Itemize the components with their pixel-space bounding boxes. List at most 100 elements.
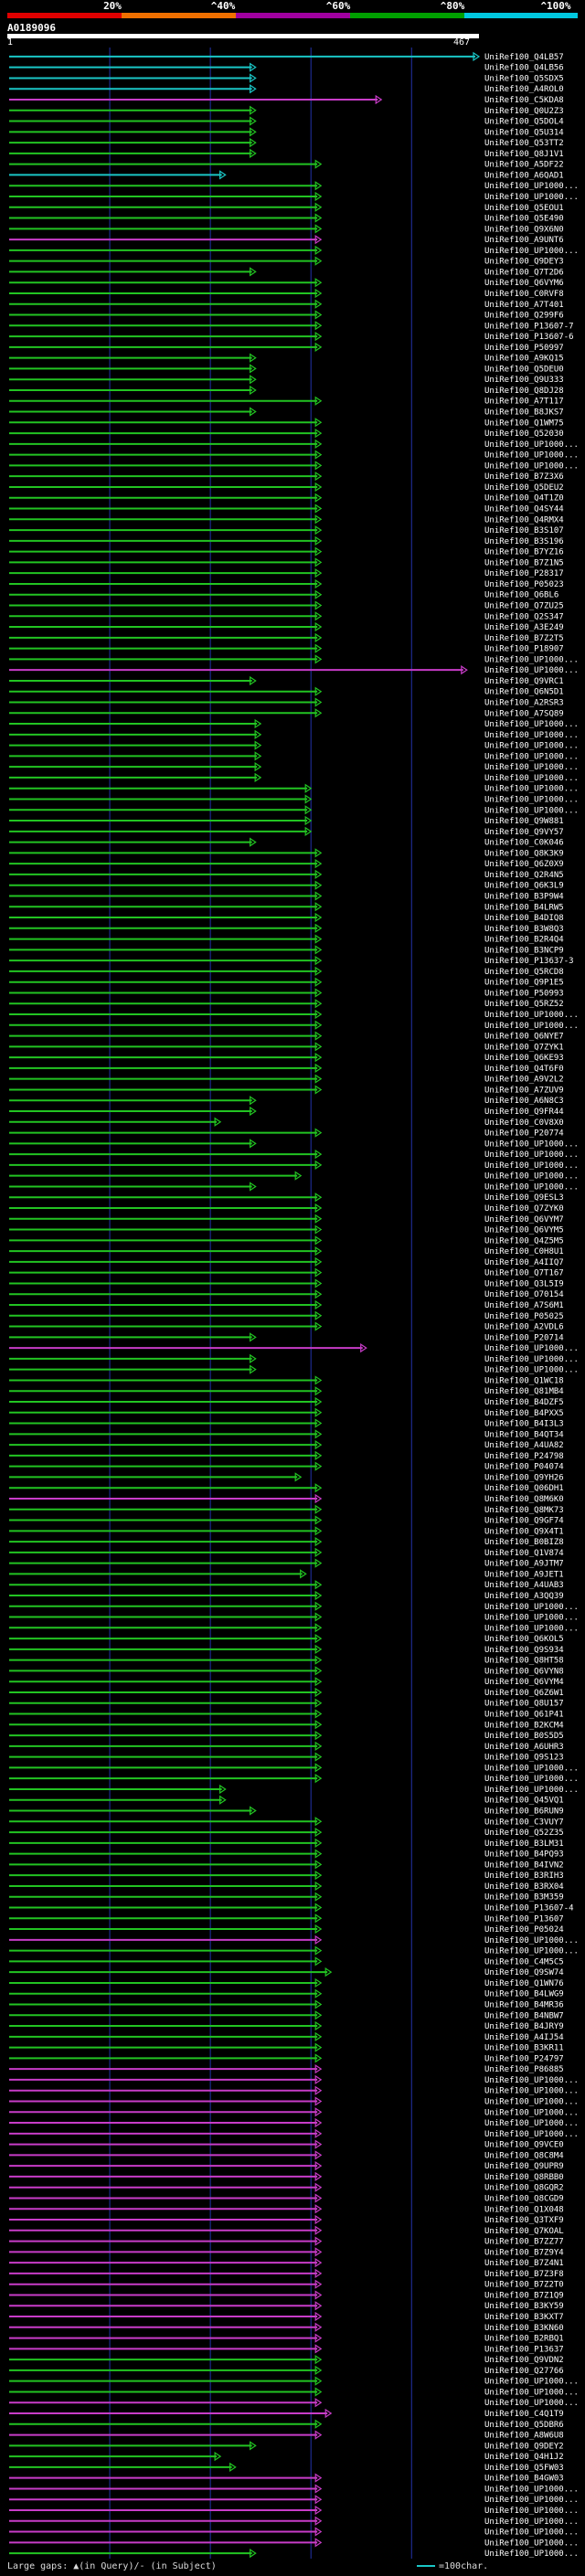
hit-label[interactable]: UniRef100_UP1000... xyxy=(484,1786,579,1795)
hit-label[interactable]: UniRef100_A7T117 xyxy=(484,398,564,407)
hit-row[interactable]: UniRef100_Q81MB4 xyxy=(9,1386,564,1396)
hit-label[interactable]: UniRef100_UP1000... xyxy=(484,1011,579,1020)
hit-label[interactable]: UniRef100_P24798 xyxy=(484,1452,564,1461)
hit-row[interactable]: UniRef100_B2R4Q4 xyxy=(9,934,564,945)
hit-row[interactable]: UniRef100_UP1000... xyxy=(9,2548,579,2559)
hit-label[interactable]: UniRef100_Q0U2Z3 xyxy=(484,107,564,116)
hit-label[interactable]: UniRef100_UP1000... xyxy=(484,2539,579,2548)
hit-row[interactable]: UniRef100_B2KCM4 xyxy=(9,1720,564,1730)
hit-label[interactable]: UniRef100_P04074 xyxy=(484,1463,564,1472)
hit-label[interactable]: UniRef100_UP1000... xyxy=(484,1603,579,1612)
hit-row[interactable]: UniRef100_Q8RBB0 xyxy=(9,2171,564,2182)
hit-label[interactable]: UniRef100_B2KCM4 xyxy=(484,1721,564,1730)
hit-row[interactable]: UniRef100_UP1000... xyxy=(9,2505,579,2516)
hit-row[interactable]: UniRef100_A4UA82 xyxy=(9,1439,564,1450)
hit-label[interactable]: UniRef100_UP1000... xyxy=(484,2076,579,2085)
hit-label[interactable]: UniRef100_Q9FR44 xyxy=(484,1108,564,1117)
hit-row[interactable]: UniRef100_Q6NYE7 xyxy=(9,1031,564,1042)
hit-label[interactable]: UniRef100_Q6VYM5 xyxy=(484,1226,564,1235)
hit-row[interactable]: UniRef100_B7Z4N1 xyxy=(9,2258,564,2268)
hit-label[interactable]: UniRef100_UP1000... xyxy=(484,774,579,783)
hit-label[interactable]: UniRef100_Q8C8M4 xyxy=(484,2151,564,2160)
hit-row[interactable]: UniRef100_B0S5D5 xyxy=(9,1730,564,1741)
hit-label[interactable]: UniRef100_UP1000... xyxy=(484,742,579,751)
hit-label[interactable]: UniRef100_UP1000... xyxy=(484,731,579,740)
hit-row[interactable]: UniRef100_Q6Z6W1 xyxy=(9,1687,564,1698)
hit-row[interactable]: UniRef100_UP1000... xyxy=(9,1935,579,1945)
hit-label[interactable]: UniRef100_Q9W881 xyxy=(484,817,564,826)
hit-label[interactable]: UniRef100_Q5SDX5 xyxy=(484,74,564,83)
hit-label[interactable]: UniRef100_C3VUY7 xyxy=(484,1818,564,1827)
hit-label[interactable]: UniRef100_UP1000... xyxy=(484,1150,579,1160)
hit-row[interactable]: UniRef100_UP1000... xyxy=(9,1139,579,1149)
hit-label[interactable]: UniRef100_Q1WM75 xyxy=(484,419,564,428)
hit-row[interactable]: UniRef100_Q8J1V1 xyxy=(9,148,564,159)
hit-row[interactable]: UniRef100_Q9VDN2 xyxy=(9,2355,564,2365)
hit-label[interactable]: UniRef100_UP1000... xyxy=(484,1355,579,1364)
hit-row[interactable]: UniRef100_Q4LB56 xyxy=(9,62,564,73)
hit-row[interactable]: UniRef100_UP1000... xyxy=(9,1612,579,1623)
hit-row[interactable]: UniRef100_B3KXT7 xyxy=(9,2311,564,2322)
hit-row[interactable]: UniRef100_A9UNT6 xyxy=(9,234,564,245)
hit-row[interactable]: UniRef100_Q7ZU25 xyxy=(9,600,564,611)
hit-row[interactable]: UniRef100_A4IIQ7 xyxy=(9,1256,564,1267)
hit-label[interactable]: UniRef100_UP1000... xyxy=(484,1936,579,1945)
hit-row[interactable]: UniRef100_UP1000... xyxy=(9,2398,579,2408)
hit-row[interactable]: UniRef100_UP1000... xyxy=(9,2096,579,2106)
hit-row[interactable]: UniRef100_A2RSR3 xyxy=(9,697,564,707)
hit-row[interactable]: UniRef100_B7Z2T5 xyxy=(9,632,564,643)
hit-row[interactable]: UniRef100_UP1000... xyxy=(9,1353,579,1364)
hit-row[interactable]: UniRef100_Q6VYN8 xyxy=(9,1666,564,1676)
hit-row[interactable]: UniRef100_P20714 xyxy=(9,1332,564,1342)
hit-label[interactable]: UniRef100_B4JRY9 xyxy=(484,2022,564,2031)
hit-row[interactable]: UniRef100_A3QQ39 xyxy=(9,1590,564,1601)
hit-label[interactable]: UniRef100_C4M5C5 xyxy=(484,1957,564,1966)
hit-row[interactable]: UniRef100_Q06DH1 xyxy=(9,1483,564,1493)
hit-row[interactable]: UniRef100_A7T117 xyxy=(9,396,564,407)
hit-row[interactable]: UniRef100_Q8M6K0 xyxy=(9,1493,564,1504)
hit-row[interactable]: UniRef100_A8W6U8 xyxy=(9,2430,564,2441)
hit-label[interactable]: UniRef100_P20714 xyxy=(484,1333,564,1342)
hit-row[interactable]: UniRef100_Q4H1J2 xyxy=(9,2451,564,2462)
hit-label[interactable]: UniRef100_Q4Z5M5 xyxy=(484,1236,564,1246)
hit-row[interactable]: UniRef100_Q3TXF9 xyxy=(9,2214,564,2225)
hit-label[interactable]: UniRef100_Q9UPR9 xyxy=(484,2162,564,2171)
hit-row[interactable]: UniRef100_P18907 xyxy=(9,643,564,654)
hit-row[interactable]: UniRef100_Q0U2Z3 xyxy=(9,105,564,116)
hit-row[interactable]: UniRef100_UP1000... xyxy=(9,805,579,815)
hit-row[interactable]: UniRef100_A7SQ89 xyxy=(9,708,564,718)
hit-row[interactable]: UniRef100_Q9YH26 xyxy=(9,1472,564,1482)
hit-row[interactable]: UniRef100_B4I3L3 xyxy=(9,1418,564,1429)
hit-label[interactable]: UniRef100_Q6VYM4 xyxy=(484,1678,564,1687)
hit-row[interactable]: UniRef100_UP1000... xyxy=(9,1601,579,1612)
hit-label[interactable]: UniRef100_B4I3L3 xyxy=(484,1420,564,1429)
hit-label[interactable]: UniRef100_P13637 xyxy=(484,2345,564,2354)
hit-label[interactable]: UniRef100_C0K046 xyxy=(484,839,564,848)
hit-label[interactable]: UniRef100_B3S196 xyxy=(484,537,564,546)
hit-label[interactable]: UniRef100_UP1000... xyxy=(484,2485,579,2494)
hit-label[interactable]: UniRef100_P13607-7 xyxy=(484,322,574,331)
hit-row[interactable]: UniRef100_UP1000... xyxy=(9,450,579,461)
hit-label[interactable]: UniRef100_P05024 xyxy=(484,1925,564,1935)
hit-row[interactable]: UniRef100_B4PXX5 xyxy=(9,1407,564,1418)
hit-row[interactable]: UniRef100_Q1V874 xyxy=(9,1547,564,1558)
hit-label[interactable]: UniRef100_Q3L5I9 xyxy=(484,1279,564,1288)
hit-label[interactable]: UniRef100_A6N8C3 xyxy=(484,1097,564,1106)
hit-row[interactable]: UniRef100_UP1000... xyxy=(9,751,579,761)
hit-label[interactable]: UniRef100_Q6N5D1 xyxy=(484,688,564,697)
hit-label[interactable]: UniRef100_B2RBQ1 xyxy=(484,2335,564,2344)
hit-label[interactable]: UniRef100_UP1000... xyxy=(484,2378,579,2387)
hit-label[interactable]: UniRef100_Q4T1Z0 xyxy=(484,494,564,504)
hit-row[interactable]: UniRef100_Q6VYM4 xyxy=(9,1677,564,1687)
hit-row[interactable]: UniRef100_Q3L5I9 xyxy=(9,1278,564,1288)
hit-row[interactable]: UniRef100_UP1000... xyxy=(9,245,579,256)
hit-label[interactable]: UniRef100_UP1000... xyxy=(484,795,579,804)
hit-label[interactable]: UniRef100_O70154 xyxy=(484,1290,564,1299)
hit-row[interactable]: UniRef100_A6QAD1 xyxy=(9,170,564,180)
hit-row[interactable]: UniRef100_B3KY59 xyxy=(9,2301,564,2311)
hit-row[interactable]: UniRef100_A6N8C3 xyxy=(9,1096,564,1106)
hit-row[interactable]: UniRef100_A6UHR3 xyxy=(9,1741,564,1752)
hit-label[interactable]: UniRef100_Q6Z6W1 xyxy=(484,1689,564,1698)
hit-row[interactable]: UniRef100_UP1000... xyxy=(9,2117,579,2128)
hit-label[interactable]: UniRef100_UP1000... xyxy=(484,1366,579,1375)
